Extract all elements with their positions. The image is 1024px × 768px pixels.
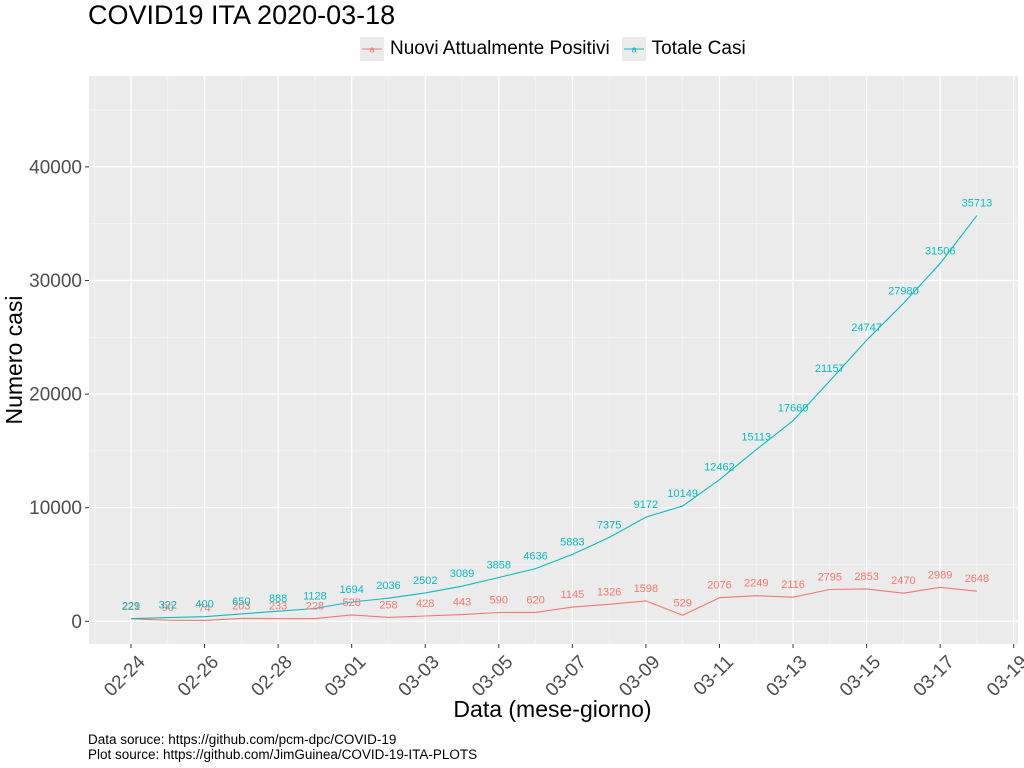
- data-label-totale: 4636: [523, 551, 547, 563]
- data-label-nuovi: 1145: [561, 589, 585, 601]
- y-tick-label: 40000: [29, 157, 82, 178]
- x-tick-label: 03-19: [983, 652, 1024, 701]
- svg-text:a: a: [631, 45, 636, 55]
- data-label-totale: 400: [195, 599, 213, 611]
- legend-item-totale: a Totale Casi: [621, 37, 746, 61]
- data-label-nuovi: 443: [453, 597, 471, 609]
- x-tick-label: 03-09: [615, 652, 664, 701]
- data-label-nuovi: 620: [526, 594, 544, 606]
- data-label-totale: 9172: [634, 499, 658, 511]
- y-axis-title: Numero casi: [1, 295, 27, 424]
- data-label-totale: 17660: [778, 403, 809, 415]
- data-label-nuovi: 428: [416, 598, 434, 610]
- data-label-nuovi: 1326: [597, 586, 621, 598]
- legend-label-totale: Totale Casi: [651, 38, 746, 59]
- data-label-totale: 24747: [851, 322, 882, 334]
- data-label-nuovi: 2249: [744, 578, 768, 590]
- data-label-totale: 5883: [560, 536, 584, 548]
- x-tick-label: 03-17: [910, 652, 959, 701]
- data-label-nuovi: 228: [306, 601, 324, 613]
- data-label-totale: 31506: [925, 245, 956, 257]
- x-tick-label: 02-26: [174, 652, 223, 701]
- data-label-nuovi: 528: [343, 597, 361, 609]
- data-label-nuovi: 2795: [818, 572, 842, 584]
- data-label-nuovi: 2116: [781, 579, 805, 591]
- data-label-totale: 12462: [704, 462, 735, 474]
- data-label-totale: 7375: [597, 520, 621, 532]
- data-label-nuovi: 90: [162, 602, 174, 614]
- data-label-totale: 3858: [487, 559, 511, 571]
- data-label-nuovi: 233: [269, 601, 287, 613]
- x-axis-title: Data (mese-giorno): [453, 696, 651, 722]
- data-label-totale: 21157: [815, 363, 845, 375]
- data-label-nuovi: 258: [379, 599, 397, 611]
- legend: a Nuovi Attualmente Positivi a Totale Ca…: [360, 36, 758, 62]
- x-tick-label: 02-28: [247, 652, 296, 701]
- data-label-nuovi: 2648: [965, 573, 989, 585]
- data-source-caption: Data soruce: https://github.com/pcm-dpc/…: [88, 732, 397, 747]
- data-label-totale: 35713: [962, 198, 993, 210]
- y-tick-label: 0: [71, 612, 82, 633]
- data-label-nuovi: 529: [674, 597, 692, 609]
- data-label-nuovi: 2076: [707, 580, 731, 592]
- x-tick-label: 03-11: [690, 652, 738, 700]
- x-tick-label: 03-13: [762, 652, 811, 701]
- legend-key-totale: a: [621, 37, 646, 61]
- series-line-nuovi: [130, 586, 977, 621]
- data-label-totale: 229: [122, 601, 140, 613]
- svg-text:a: a: [369, 45, 374, 55]
- data-label-totale: 322: [159, 600, 177, 612]
- x-tick-label: 03-15: [836, 652, 885, 701]
- data-label-nuovi: 221: [122, 601, 140, 613]
- series-line-totale: [130, 215, 978, 620]
- data-label-totale: 1694: [339, 584, 363, 596]
- x-tick-label: 03-07: [542, 652, 591, 701]
- data-label-totale: 15113: [741, 432, 771, 444]
- data-label-totale: 10149: [667, 488, 698, 500]
- x-tick-label: 03-01: [321, 652, 370, 701]
- legend-label-nuovi: Nuovi Attualmente Positivi: [390, 38, 610, 59]
- data-label-totale: 1128: [303, 590, 327, 602]
- data-label-nuovi: 2470: [891, 575, 915, 587]
- data-label-totale: 2036: [376, 580, 400, 592]
- y-tick-label: 30000: [29, 271, 82, 292]
- data-label-totale: 3089: [450, 568, 474, 580]
- plot-source-caption: Plot source: https://github.com/JimGuine…: [88, 747, 478, 762]
- plot-panel: [89, 76, 1018, 644]
- data-label-totale: 27980: [888, 285, 919, 297]
- x-tick-label: 03-05: [468, 652, 517, 701]
- data-label-nuovi: 74: [198, 602, 210, 614]
- chart-title: COVID19 ITA 2020-03-18: [88, 0, 396, 30]
- data-label-totale: 650: [232, 596, 250, 608]
- y-tick-label: 20000: [29, 385, 82, 406]
- data-label-totale: 888: [269, 593, 287, 605]
- y-tick-label: 10000: [29, 498, 82, 519]
- x-tick-label: 02-24: [100, 651, 150, 701]
- legend-item-nuovi: a Nuovi Attualmente Positivi: [360, 37, 610, 61]
- x-tick-label: 03-03: [395, 652, 444, 701]
- data-label-nuovi: 203: [232, 600, 250, 612]
- data-label-nuovi: 2853: [854, 571, 878, 583]
- data-label-nuovi: 2989: [928, 569, 952, 581]
- data-label-nuovi: 590: [490, 595, 508, 607]
- data-label-nuovi: 1598: [634, 583, 658, 595]
- data-label-totale: 2502: [413, 575, 437, 587]
- legend-key-nuovi: a: [360, 37, 384, 61]
